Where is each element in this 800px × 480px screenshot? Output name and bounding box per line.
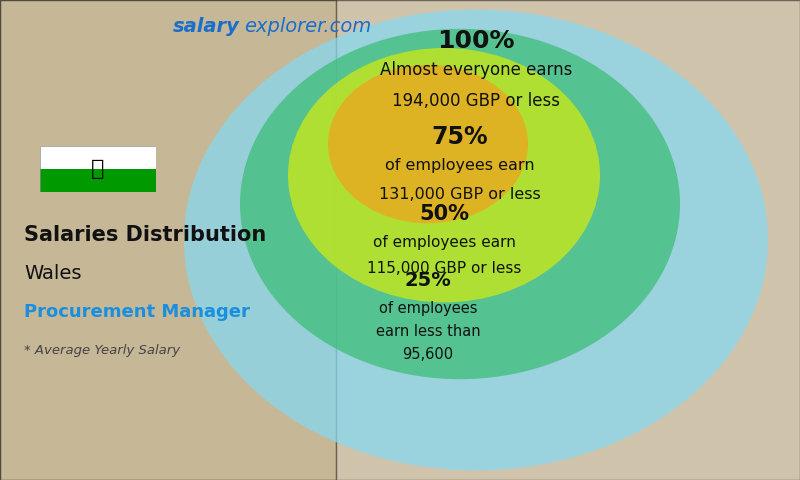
Text: 75%: 75% xyxy=(432,125,488,149)
Text: of employees: of employees xyxy=(378,300,478,316)
Text: Procurement Manager: Procurement Manager xyxy=(24,303,250,321)
FancyBboxPatch shape xyxy=(0,0,336,480)
Text: 115,000 GBP or less: 115,000 GBP or less xyxy=(367,261,521,276)
Text: 95,600: 95,600 xyxy=(402,347,454,362)
Ellipse shape xyxy=(184,10,768,470)
Text: Salaries Distribution: Salaries Distribution xyxy=(24,225,266,245)
Text: 50%: 50% xyxy=(419,204,469,224)
FancyBboxPatch shape xyxy=(336,0,800,480)
Text: 131,000 GBP or less: 131,000 GBP or less xyxy=(379,187,541,202)
Text: 194,000 GBP or less: 194,000 GBP or less xyxy=(392,92,560,110)
Ellipse shape xyxy=(240,29,680,379)
Bar xyxy=(40,146,156,169)
Text: earn less than: earn less than xyxy=(376,324,480,339)
Text: of employees earn: of employees earn xyxy=(385,158,535,173)
Ellipse shape xyxy=(328,65,528,223)
Text: salary: salary xyxy=(173,17,240,36)
Text: of employees earn: of employees earn xyxy=(373,235,515,250)
Text: explorer.com: explorer.com xyxy=(244,17,371,36)
Text: 100%: 100% xyxy=(438,29,514,53)
Text: * Average Yearly Salary: * Average Yearly Salary xyxy=(24,344,180,357)
Text: 🐉: 🐉 xyxy=(91,159,105,179)
Text: Wales: Wales xyxy=(24,264,82,283)
Bar xyxy=(40,169,156,192)
Text: Almost everyone earns: Almost everyone earns xyxy=(380,60,572,79)
Ellipse shape xyxy=(288,48,600,302)
Text: 25%: 25% xyxy=(405,271,451,290)
